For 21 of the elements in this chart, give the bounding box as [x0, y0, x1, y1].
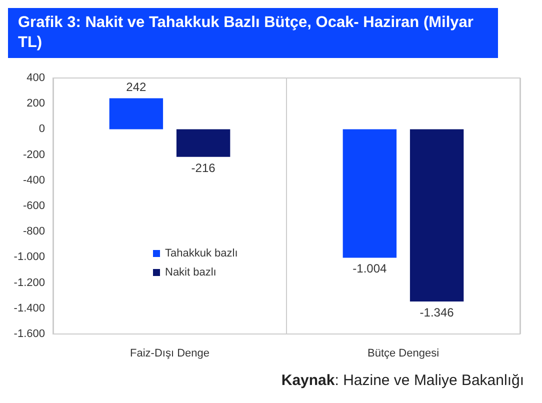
x-tick-label: Bütçe Dengesi [367, 348, 440, 360]
data-label: -1.346 [420, 305, 454, 320]
data-label: -1.004 [352, 262, 388, 276]
y-tick-label: -1.600 [14, 328, 45, 340]
y-tick-label: -200 [22, 148, 45, 161]
legend-label: Tahakkuk bazlı [165, 248, 238, 260]
data-label: -216 [191, 160, 216, 175]
text: Kaynak: Hazine ve Maliye Bakanlığı [280, 371, 525, 389]
y-tick-label: -1.400 [14, 302, 45, 314]
chart-title: Grafik 3: Nakit ve Tahakkuk Bazlı Bütçe, Ocak- Haziran (Milyar TL) [8, 8, 498, 58]
y-tick-label: -800 [22, 226, 45, 238]
legend-label: Nakit bazlı [165, 266, 216, 278]
data-label: 242 [126, 80, 147, 94]
y-tick-label: 400 [26, 72, 45, 84]
y-tick-label: -1.000 [14, 251, 45, 264]
y-tick-label: -400 [22, 174, 45, 186]
y-tick-label: -600 [22, 200, 45, 212]
y-tick-label: 0 [38, 123, 45, 136]
x-tick-label: Faiz-Dışı Denge [130, 348, 210, 360]
y-tick-label: -1.200 [14, 276, 45, 289]
y-tick-label: 200 [26, 98, 45, 110]
